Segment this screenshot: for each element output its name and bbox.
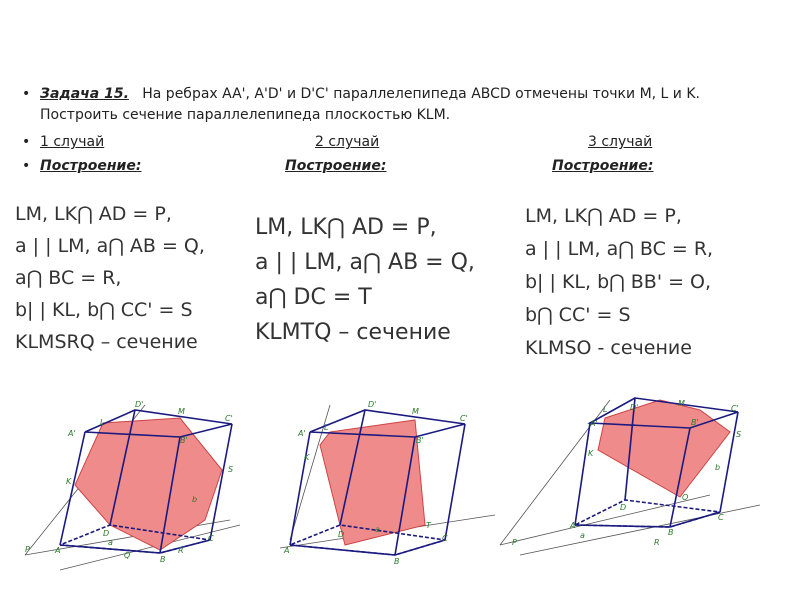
vertex-label: K xyxy=(66,477,72,486)
formula: a⋂ DC = T xyxy=(255,285,372,310)
vertex-label: K xyxy=(304,453,310,462)
vertex-label: D xyxy=(620,503,626,512)
formula: b| | KL, b⋂ BB' = O, xyxy=(525,271,712,293)
vertex-label: D xyxy=(338,530,344,539)
formula: a | | LM, a⋂ BC = R, xyxy=(525,238,714,260)
box-edge xyxy=(574,499,721,528)
formula: a⋂ BC = R, xyxy=(15,267,122,289)
construction: Построение: xyxy=(552,158,654,174)
vertex-label: b xyxy=(192,495,197,504)
labels-3: D' M C' A' L B' K S O b a D P A B R C xyxy=(512,399,741,547)
vertex-label: D' xyxy=(135,400,143,409)
vertex-label: A' xyxy=(589,419,598,428)
section xyxy=(597,399,731,498)
box-edge xyxy=(59,409,233,554)
vertex-label: C' xyxy=(731,404,739,413)
vertex-label: B' xyxy=(691,418,699,427)
vertex-label: L xyxy=(324,423,328,432)
vertex-label: M xyxy=(412,407,419,416)
boxes xyxy=(59,397,739,556)
bullet: • xyxy=(22,86,31,102)
vertex-label: L xyxy=(603,405,607,414)
formula: a | | LM, a⋂ AB = Q, xyxy=(15,235,205,257)
vertex-label: C xyxy=(718,513,724,522)
case: 3 случай xyxy=(588,134,653,150)
task-text: На ребрах AA', A'D' и D'C' параллелепипе… xyxy=(142,86,700,102)
vertex-label: A' xyxy=(67,429,76,438)
vertex-label: P xyxy=(512,538,517,547)
vertex-label: Q xyxy=(124,551,130,560)
labels-2: D' M C' A' L B' K T a D A B C xyxy=(283,400,468,566)
vertex-label: S xyxy=(228,465,233,474)
vertex-label: D' xyxy=(630,403,638,412)
case: 2 случай xyxy=(315,134,380,150)
vertex-label: D xyxy=(103,529,109,538)
vertex-label: B xyxy=(668,528,674,537)
vertex-label: K xyxy=(588,449,594,458)
section xyxy=(319,419,426,546)
vertex-label: R xyxy=(178,546,184,555)
vertex-label: B' xyxy=(180,436,188,445)
formula: LM, LK⋂ AD = P, xyxy=(255,215,437,240)
task-label: Задача 15. xyxy=(40,86,129,102)
box-edge xyxy=(574,397,739,528)
vertex-label: M xyxy=(678,399,685,408)
formula: b| | KL, b⋂ CC' = S xyxy=(15,299,193,321)
task-text: Построить сечение параллелепипеда плоско… xyxy=(40,107,451,123)
vertex-label: S xyxy=(736,430,741,439)
labels-1: D' M C' A' L B' K S b a D P A Q B R C xyxy=(25,400,233,564)
construction: Построение: xyxy=(40,158,142,174)
formula: KLMSRQ – сечение xyxy=(15,331,198,353)
vertex-label: C' xyxy=(460,414,468,423)
formula: LM, LK⋂ AD = P, xyxy=(15,203,172,225)
line xyxy=(59,524,241,571)
vertex-label: a xyxy=(375,525,380,534)
vertex-label: T xyxy=(426,521,432,530)
bullet: • xyxy=(22,158,31,174)
formula: KLMTQ – сечение xyxy=(255,320,451,345)
vertex-label: A xyxy=(54,546,60,555)
vertex-label: D' xyxy=(368,400,376,409)
vertex-label: O xyxy=(682,493,688,502)
vertex-label: A' xyxy=(297,429,306,438)
formula: LM, LK⋂ AD = P, xyxy=(525,205,682,227)
vertex-label: M xyxy=(178,407,185,416)
vertex-label: B xyxy=(394,557,400,566)
box-edge xyxy=(289,524,446,556)
box-edge xyxy=(289,409,466,556)
vertex-label: B' xyxy=(416,436,424,445)
case: 1 случай xyxy=(40,134,105,150)
vertex-label: L xyxy=(100,418,104,427)
task: Задача 15. На ребрах AA', A'D' и D'C' па… xyxy=(40,86,700,102)
vertex-label: P xyxy=(25,545,30,554)
vertex-label: C' xyxy=(225,414,233,423)
formula: KLMSO - сечение xyxy=(525,337,692,359)
line xyxy=(499,399,611,546)
vertex-label: R xyxy=(654,538,660,547)
vertex-label: B xyxy=(160,555,166,564)
formula: b⋂ CC' = S xyxy=(525,304,631,326)
construction: Построение: xyxy=(285,158,387,174)
vertex-label: a xyxy=(580,531,585,540)
bullet: • xyxy=(22,134,31,150)
vertex-label: A xyxy=(283,546,289,555)
vertex-label: a xyxy=(108,538,113,547)
vertex-label: C xyxy=(208,534,214,543)
vertex-label: C xyxy=(442,534,448,543)
vertex-label: A xyxy=(569,521,575,530)
line xyxy=(519,504,761,556)
vertex-label: b xyxy=(715,463,720,472)
formula: a | | LM, a⋂ AB = Q, xyxy=(255,250,475,275)
